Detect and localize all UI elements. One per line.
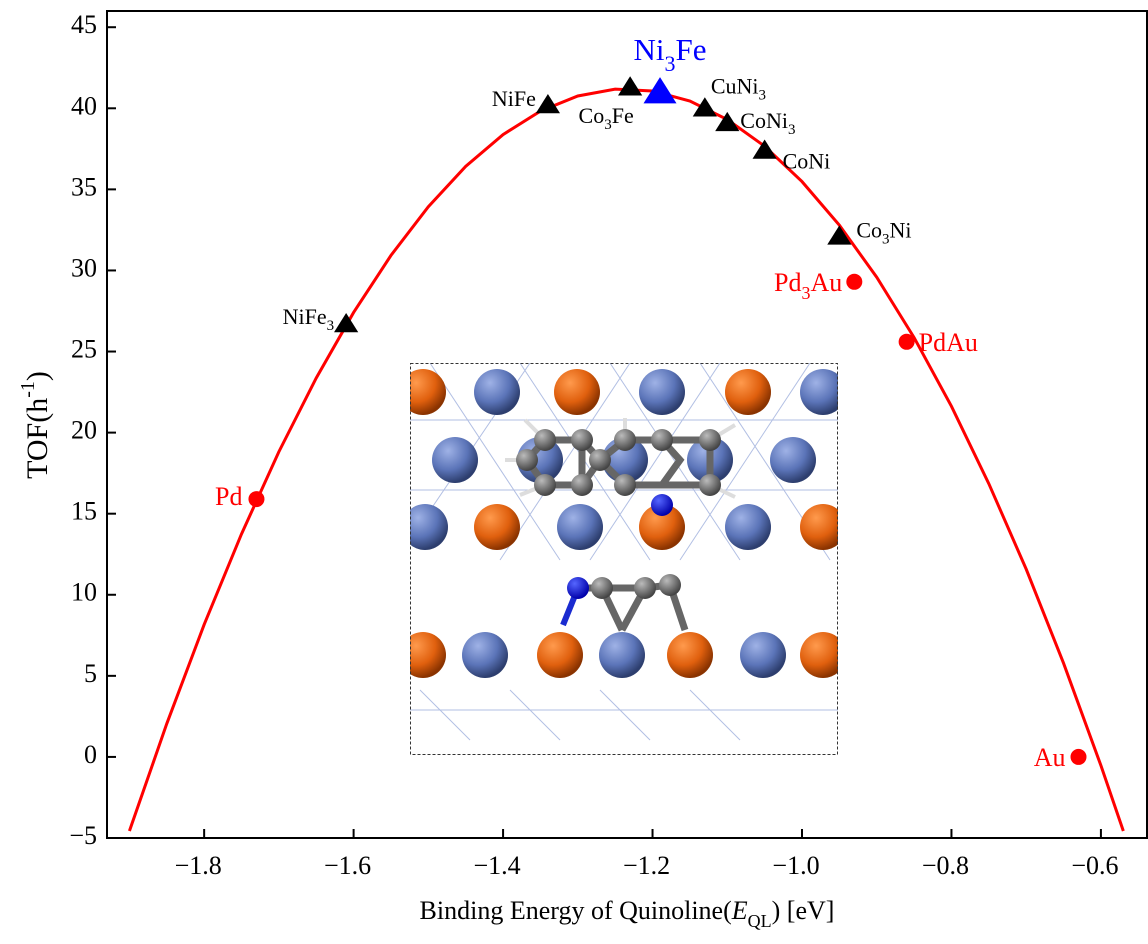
triangle-marker: [618, 76, 642, 95]
triangle-marker: [334, 313, 358, 332]
point-label-part: 3: [788, 122, 796, 138]
point-label: NiFe3: [283, 304, 335, 334]
triangle-marker: [693, 97, 717, 116]
point-label-part: Au: [1034, 743, 1066, 772]
point-label: Au: [1034, 743, 1066, 772]
x-axis-label: Binding Energy of Quinoline(EQL) [eV]: [420, 896, 835, 931]
y-tick-label: 25: [71, 334, 97, 363]
point-label-part: NiFe: [492, 86, 536, 111]
point-label: Pd3Au: [774, 268, 842, 303]
point-label-part: PdAu: [919, 328, 978, 357]
structure-inset: [400, 363, 846, 755]
point-label-part: Co: [579, 103, 605, 128]
triangle-marker: [753, 139, 777, 158]
y-tick-label: −5: [69, 821, 97, 850]
x-tick-label: −0.6: [1071, 851, 1118, 880]
point-label: Co3Fe: [579, 103, 634, 133]
y-tick-label: 45: [71, 10, 97, 39]
point-label-part: Ni: [890, 217, 912, 242]
y-axis-label-part: TOF(h: [21, 398, 54, 479]
point-label-part: NiFe: [283, 304, 327, 329]
y-axis-label: TOF(h-1): [17, 371, 54, 479]
point-label: Pd: [215, 482, 242, 511]
y-tick-label: 35: [71, 172, 97, 201]
x-tick-label: −1.0: [772, 851, 819, 880]
point-label-part: 3: [882, 232, 890, 248]
x-tick-label: −1.8: [175, 851, 222, 880]
point-label-part: Ni: [634, 32, 665, 67]
point-label-part: CuNi: [711, 73, 759, 98]
point-label-part: 3: [665, 51, 676, 76]
circle-marker: [899, 334, 915, 350]
y-axis-label-part: -1: [17, 381, 39, 398]
point-label-part: Pd: [774, 268, 801, 297]
x-tick-label: −1.2: [623, 851, 670, 880]
y-axis-label-part: ): [21, 371, 54, 381]
point-label: NiFe: [492, 86, 536, 111]
x-tick-label: −1.4: [473, 851, 520, 880]
point-label: CoNi: [783, 149, 831, 174]
y-tick-label: 15: [71, 497, 97, 526]
point-label-part: CoNi: [783, 149, 831, 174]
x-axis-label-part: Binding Energy of Quinoline(: [420, 896, 732, 925]
y-tick-label: 20: [71, 416, 97, 445]
y-tick-label: 0: [84, 740, 97, 769]
y-tick-label: 40: [71, 91, 97, 120]
y-tick-label: 10: [71, 578, 97, 607]
x-tick-label: −1.6: [324, 851, 371, 880]
point-label-part: Co: [856, 217, 882, 242]
point-label-part: Pd: [215, 482, 242, 511]
point-label-part: Fe: [612, 103, 634, 128]
y-tick-label: 5: [84, 659, 97, 688]
circle-marker: [248, 491, 264, 507]
point-label-part: Fe: [676, 32, 707, 67]
point-label-part: 3: [327, 318, 335, 334]
point-label: Co3Ni: [856, 217, 911, 247]
point-label: PdAu: [919, 328, 978, 357]
point-label-part: CoNi: [740, 108, 788, 133]
point-label: CuNi3: [711, 73, 766, 103]
point-label-part: 3: [759, 88, 767, 104]
x-axis-label-part: QL: [748, 911, 772, 931]
circle-marker: [1071, 749, 1087, 765]
point-label-part: 3: [802, 283, 811, 303]
x-axis-label-part: ) [eV]: [772, 896, 835, 925]
y-tick-label: 30: [71, 253, 97, 282]
point-label: Ni3Fe: [634, 32, 707, 75]
circle-marker: [846, 274, 862, 290]
point-label-part: 3: [604, 118, 612, 134]
chart: NiFe3NiFeCo3FeNi3FeCuNi3CoNi3CoNiCo3NiPd…: [0, 0, 1148, 944]
x-axis-label-part: E: [731, 896, 748, 925]
point-label-part: Au: [811, 268, 843, 297]
x-tick-label: −0.8: [922, 851, 969, 880]
